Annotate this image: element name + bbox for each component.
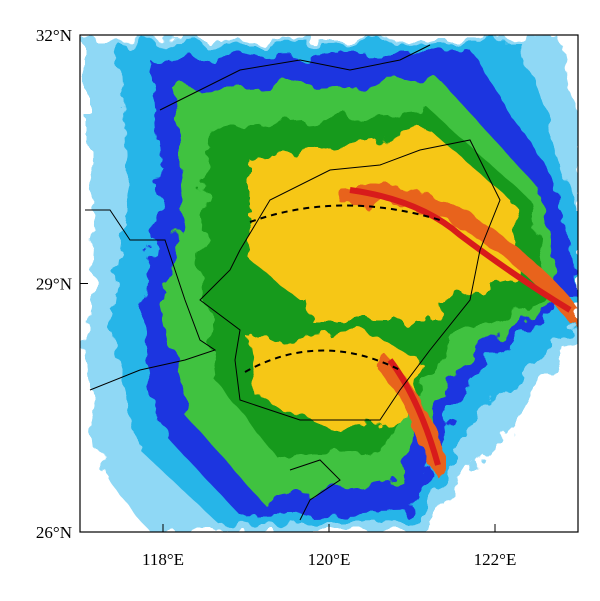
- radar-field: [80, 35, 578, 532]
- x-tick-label: 118°E: [142, 550, 184, 569]
- y-tick-label: 26°N: [36, 523, 72, 542]
- x-tick-label: 122°E: [474, 550, 517, 569]
- x-tick-label: 120°E: [308, 550, 351, 569]
- y-tick-label: 32°N: [36, 26, 72, 45]
- y-tick-label: 29°N: [36, 275, 72, 294]
